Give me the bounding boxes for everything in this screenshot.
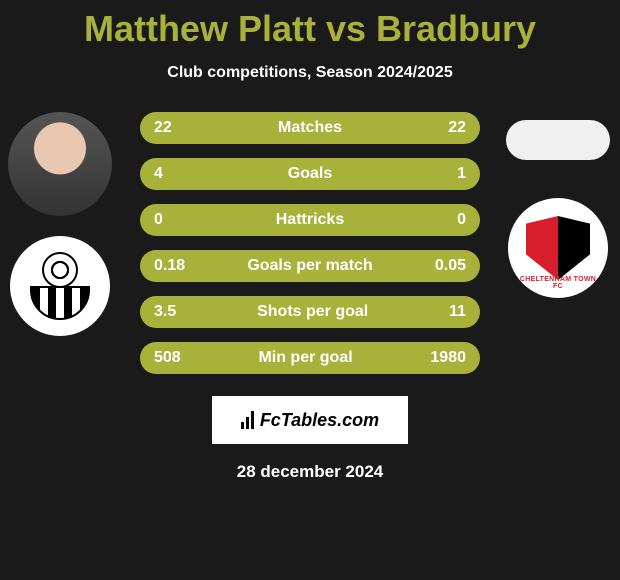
stat-label: Goals [288, 165, 332, 183]
stat-left-value: 508 [154, 349, 181, 367]
left-column [8, 112, 112, 336]
page-title: Matthew Platt vs Bradbury [0, 0, 620, 50]
crest-left [10, 236, 110, 336]
notts-county-crest-icon [20, 246, 100, 326]
stat-right-value: 22 [448, 119, 466, 137]
comparison-panel: CHELTENHAM TOWN FC 22 Matches 22 4 Goals 1 0 Ha… [0, 112, 620, 374]
player-face-placeholder [8, 112, 112, 216]
stat-right-value: 11 [449, 303, 466, 321]
stat-left-value: 22 [154, 119, 172, 137]
stat-right-value: 0.05 [435, 257, 466, 275]
bars-icon [241, 411, 254, 429]
stat-label: Min per goal [258, 349, 352, 367]
cheltenham-crest-icon: CHELTENHAM TOWN FC [518, 208, 598, 288]
stat-right-value: 1980 [430, 349, 466, 367]
stat-left-value: 3.5 [154, 303, 176, 321]
player-right-avatar-placeholder [506, 120, 610, 160]
stat-right-value: 1 [457, 165, 466, 183]
stat-label: Matches [278, 119, 342, 137]
watermark-text: FcTables.com [260, 410, 379, 431]
stat-row: 508 Min per goal 1980 [140, 342, 480, 374]
stat-right-value: 0 [457, 211, 466, 229]
stat-row: 22 Matches 22 [140, 112, 480, 144]
stat-row: 0.18 Goals per match 0.05 [140, 250, 480, 282]
stat-row: 3.5 Shots per goal 11 [140, 296, 480, 328]
stat-row: 0 Hattricks 0 [140, 204, 480, 236]
stat-label: Hattricks [276, 211, 344, 229]
crest-right: CHELTENHAM TOWN FC [508, 198, 608, 298]
watermark: FcTables.com [212, 396, 408, 444]
date-text: 28 december 2024 [0, 462, 620, 482]
stat-label: Shots per goal [257, 303, 368, 321]
right-column: CHELTENHAM TOWN FC [506, 112, 610, 298]
stats-table: 22 Matches 22 4 Goals 1 0 Hattricks 0 0.18 Goals p… [140, 112, 480, 374]
player-left-avatar [8, 112, 112, 216]
stat-row: 4 Goals 1 [140, 158, 480, 190]
stat-left-value: 4 [154, 165, 163, 183]
stat-label: Goals per match [247, 257, 372, 275]
stat-left-value: 0.18 [154, 257, 185, 275]
subtitle: Club competitions, Season 2024/2025 [0, 64, 620, 82]
stat-left-value: 0 [154, 211, 163, 229]
